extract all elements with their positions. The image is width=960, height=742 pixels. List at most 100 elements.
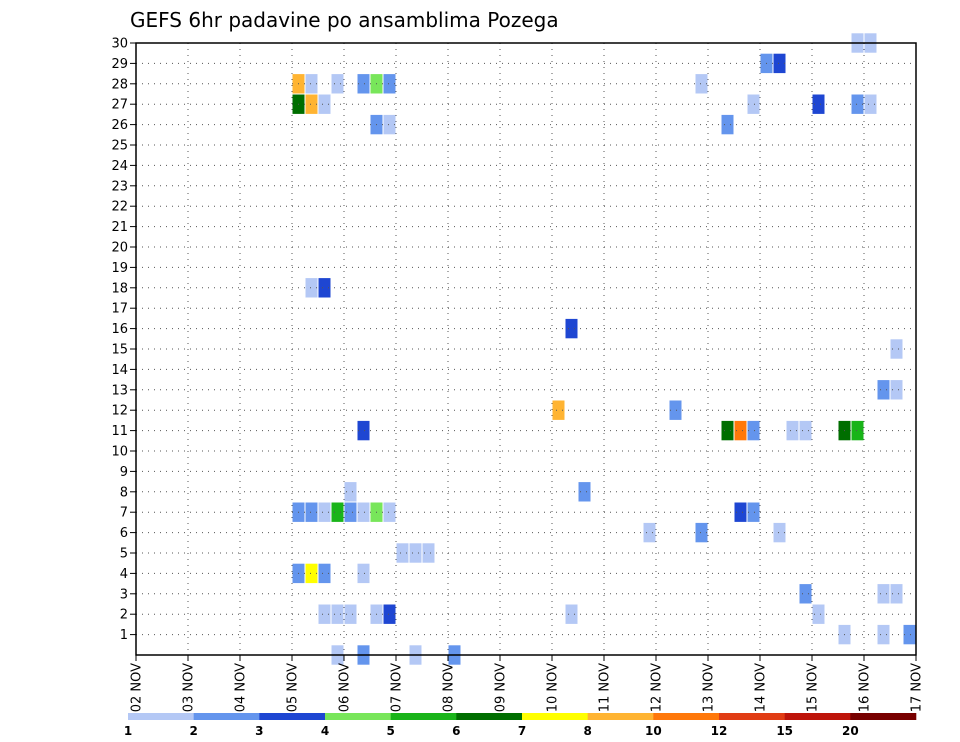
heatmap-cell-31 <box>734 420 747 441</box>
color-legend: 1 2 3 4 5 6 7 8 10 12 15 20 <box>124 713 917 738</box>
y-tick-label-6: 7 <box>120 506 128 521</box>
legend-label-11: 20 <box>842 724 859 738</box>
heatmap-cell-37 <box>344 482 357 502</box>
legend-label-9: 12 <box>711 724 728 738</box>
heatmap-cell-15 <box>383 114 396 135</box>
legend-label-7: 8 <box>583 724 591 738</box>
heatmap-cell-63 <box>331 604 344 624</box>
x-tick-label-6: 08 NOV <box>442 663 457 712</box>
heatmap-cell-57 <box>318 563 331 584</box>
heatmap-cell-40 <box>305 502 318 522</box>
y-tick-label-0: 1 <box>120 628 128 643</box>
legend-label-1: 2 <box>189 724 197 738</box>
heatmap-cell-10 <box>747 94 760 114</box>
y-tick-label-3: 4 <box>120 567 128 582</box>
heatmap-cell-3 <box>357 74 370 94</box>
heatmap-cell-62 <box>318 604 331 624</box>
chart-title: GEFS 6hr padavine po ansamblima Pozega <box>130 8 559 32</box>
y-tick-label-29: 30 <box>111 37 128 52</box>
heatmap-cell-41 <box>318 502 331 522</box>
x-tick-label-14: 16 NOV <box>858 663 873 712</box>
x-tick-label-7: 09 NOV <box>494 663 509 712</box>
heatmap-cell-16 <box>721 114 734 135</box>
x-tick-label-11: 13 NOV <box>702 663 717 712</box>
y-tick-label-13: 14 <box>111 363 128 378</box>
heatmap-cell-38 <box>578 482 591 502</box>
x-tick-label-2: 04 NOV <box>234 663 249 712</box>
heatmap-cell-68 <box>812 604 825 624</box>
heatmap-cell-66 <box>383 604 396 624</box>
y-tick-label-18: 19 <box>111 261 128 276</box>
heatmap-cell-8 <box>305 94 318 114</box>
y-tick-label-1: 2 <box>120 608 128 623</box>
heatmap-cell-2 <box>331 74 344 94</box>
legend-swatch-7 <box>587 713 654 720</box>
y-tick-label-4: 5 <box>120 547 128 562</box>
heatmap-cell-46 <box>383 502 396 522</box>
legend-swatch-11 <box>850 713 917 720</box>
heatmap-cell-34 <box>799 420 812 441</box>
heatmap-cell-50 <box>695 522 708 543</box>
y-tick-label-15: 16 <box>111 322 128 337</box>
y-tick-label-16: 17 <box>111 302 128 317</box>
legend-swatch-3 <box>325 713 391 720</box>
heatmap-cell-52 <box>396 543 409 563</box>
heatmap-cell-49 <box>643 522 656 543</box>
heatmap-cell-13 <box>864 94 877 114</box>
x-tick-label-9: 11 NOV <box>598 663 613 712</box>
heatmap-cell-43 <box>344 502 357 522</box>
y-tick-label-8: 9 <box>120 465 128 480</box>
heatmap-cell-6 <box>695 74 708 94</box>
heatmap-cell-21 <box>305 278 318 298</box>
y-tick-label-24: 25 <box>111 139 128 154</box>
heatmap-cell-29 <box>357 420 370 441</box>
y-tick-label-26: 27 <box>111 98 128 113</box>
y-tick-label-25: 26 <box>111 118 128 133</box>
heatmap-cell-47 <box>734 502 747 522</box>
y-tick-label-21: 22 <box>111 200 128 215</box>
heatmap-cell-22 <box>318 278 331 298</box>
y-tick-label-20: 21 <box>111 220 128 235</box>
heatmap-cell-70 <box>877 624 890 645</box>
legend-label-10: 15 <box>776 724 793 738</box>
y-tick-label-27: 28 <box>111 77 128 92</box>
legend-swatch-4 <box>390 713 457 720</box>
x-tick-label-4: 06 NOV <box>338 663 353 712</box>
legend-swatch-6 <box>522 713 588 720</box>
heatmap-cell-53 <box>409 543 422 563</box>
heatmap-cell-9 <box>318 94 331 114</box>
heatmap-cell-33 <box>786 420 799 441</box>
heatmap-cell-58 <box>357 563 370 584</box>
y-tick-label-19: 20 <box>111 241 128 256</box>
heatmap-cell-64 <box>344 604 357 624</box>
legend-label-2: 3 <box>255 724 263 738</box>
x-tick-label-8: 10 NOV <box>546 663 561 712</box>
legend-swatch-1 <box>193 713 260 720</box>
dotted-grid <box>135 42 917 655</box>
legend-label-0: 1 <box>124 724 132 738</box>
heatmap-cell-1 <box>305 74 318 94</box>
heatmap-cell-24 <box>890 339 903 359</box>
heatmap-cell-5 <box>383 74 396 94</box>
y-tick-label-7: 8 <box>120 485 128 500</box>
legend-swatch-5 <box>456 713 523 720</box>
heatmap-cell-59 <box>799 584 812 604</box>
legend-swatch-10 <box>784 713 851 720</box>
heatmap-cell-56 <box>305 563 318 584</box>
heatmap-cell-67 <box>565 604 578 624</box>
heatmap-cell-26 <box>890 380 903 400</box>
x-tick-label-3: 05 NOV <box>286 663 301 712</box>
heatmap-cell-42 <box>331 502 344 522</box>
legend-label-3: 4 <box>321 724 329 738</box>
legend-label-4: 5 <box>386 724 394 738</box>
heatmap-cell-25 <box>877 380 890 400</box>
legend-swatch-9 <box>719 713 785 720</box>
heatmap-cell-51 <box>773 522 786 543</box>
heatmap-cell-32 <box>747 420 760 441</box>
y-tick-label-22: 23 <box>111 179 128 194</box>
y-tick-label-2: 3 <box>120 587 128 602</box>
heatmap-cell-11 <box>812 94 825 114</box>
legend-label-6: 7 <box>518 724 526 738</box>
heatmap-cell-27 <box>552 400 565 420</box>
